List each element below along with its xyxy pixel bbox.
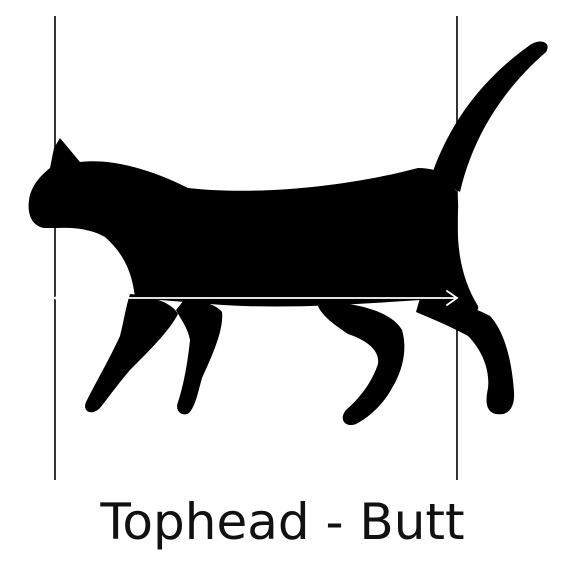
double-headed-arrow-icon (53, 290, 459, 306)
diagram-caption: Tophead - Butt (100, 493, 465, 551)
cat-silhouette-icon (28, 41, 548, 426)
